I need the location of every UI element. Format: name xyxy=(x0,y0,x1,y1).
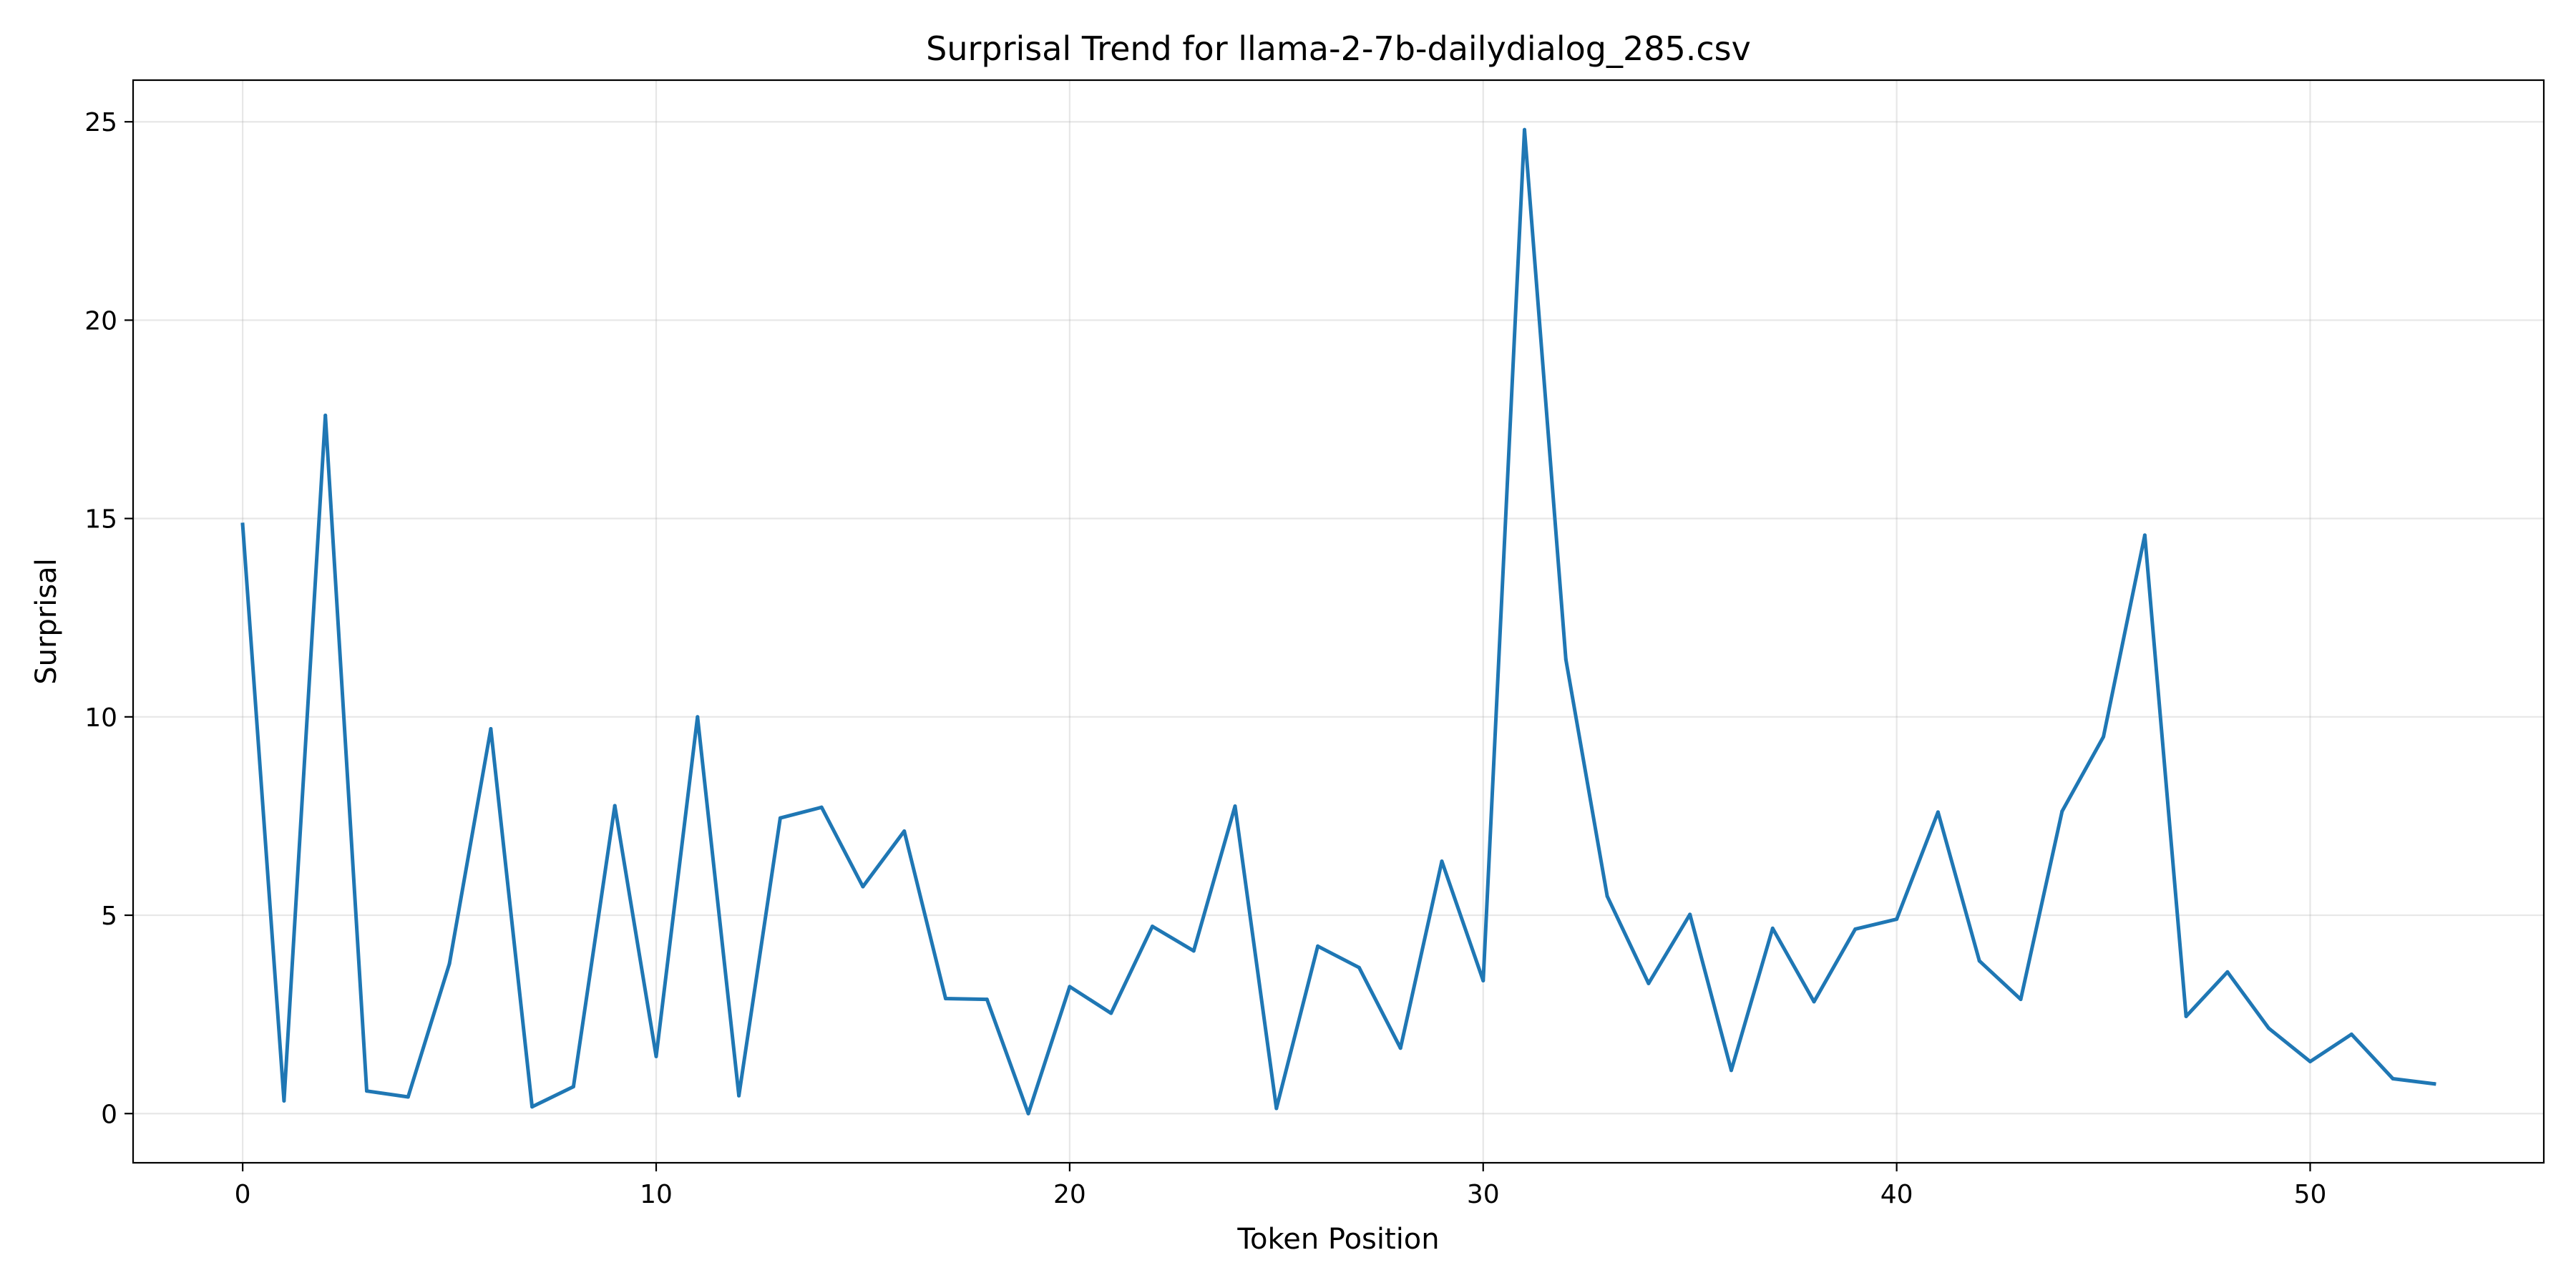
data-point xyxy=(1233,804,1237,809)
x-tick-label: 20 xyxy=(1053,1180,1086,1209)
data-point xyxy=(530,1105,535,1109)
data-point xyxy=(2267,1026,2271,1030)
data-point xyxy=(1109,1011,1113,1015)
data-point xyxy=(1853,927,1858,931)
data-point xyxy=(1812,1000,1816,1004)
data-point xyxy=(696,715,700,719)
data-point xyxy=(944,996,948,1000)
data-point xyxy=(1523,127,1527,132)
data-point xyxy=(654,1054,658,1058)
y-tick-label: 10 xyxy=(84,703,117,733)
data-point xyxy=(1274,1106,1279,1111)
data-point xyxy=(2019,997,2023,1002)
data-point xyxy=(2184,1014,2188,1018)
data-point xyxy=(282,1099,286,1103)
x-axis-label: Token Position xyxy=(1236,1223,1439,1256)
y-tick-label: 0 xyxy=(101,1100,117,1129)
data-point xyxy=(489,726,493,731)
y-tick-label: 20 xyxy=(84,306,117,336)
data-point xyxy=(1316,944,1320,948)
data-point xyxy=(2432,1082,2436,1086)
tick-layer: 0 10 20 30 40 50 0 5 10 15 20 25 xyxy=(84,108,2326,1209)
data-point xyxy=(364,1089,369,1093)
data-point xyxy=(1646,981,1651,985)
data-point xyxy=(2225,970,2230,974)
data-point xyxy=(2391,1076,2395,1080)
x-tick-label: 10 xyxy=(640,1180,673,1209)
data-point xyxy=(2102,735,2106,739)
x-tick-label: 30 xyxy=(1467,1180,1500,1209)
data-point xyxy=(240,522,245,527)
data-point xyxy=(406,1095,410,1099)
data-point xyxy=(1605,894,1609,898)
x-tick-label: 40 xyxy=(1880,1180,1913,1209)
data-point xyxy=(447,962,452,966)
data-point xyxy=(1936,810,1940,814)
data-point xyxy=(2308,1060,2313,1064)
data-point xyxy=(1770,926,1775,930)
data-point xyxy=(1440,859,1444,864)
surprisal-series-line xyxy=(240,127,2436,1116)
data-point xyxy=(1026,1111,1030,1116)
data-point xyxy=(1977,959,1981,963)
y-tick-label: 15 xyxy=(84,505,117,535)
chart-title: Surprisal Trend for llama-2-7b-dailydial… xyxy=(926,29,1751,68)
data-point xyxy=(2142,533,2147,537)
y-axis-label: Surprisal xyxy=(30,558,63,685)
data-point xyxy=(861,884,865,889)
data-point xyxy=(1398,1046,1402,1050)
x-tick-label: 0 xyxy=(235,1180,251,1209)
data-point xyxy=(2349,1032,2353,1036)
x-tick-label: 50 xyxy=(2294,1180,2327,1209)
data-point xyxy=(819,805,824,809)
series-layer xyxy=(240,127,2436,1116)
data-point xyxy=(1563,657,1568,661)
data-point xyxy=(2060,809,2064,814)
plot-frame xyxy=(132,79,2545,1164)
y-tick-label: 5 xyxy=(101,902,117,931)
data-point xyxy=(323,413,328,417)
data-point xyxy=(985,997,989,1002)
data-point xyxy=(1357,965,1361,970)
data-point xyxy=(902,829,907,834)
data-point xyxy=(571,1085,575,1089)
data-point xyxy=(778,816,782,820)
grid-layer xyxy=(133,80,2544,1163)
y-tick-label: 25 xyxy=(84,108,117,137)
data-point xyxy=(1191,949,1196,953)
data-point xyxy=(1481,979,1485,983)
data-point xyxy=(613,804,617,808)
data-point xyxy=(1895,917,1899,922)
data-point xyxy=(1068,985,1072,989)
data-point xyxy=(1150,924,1154,929)
data-point xyxy=(1688,912,1692,917)
data-point xyxy=(737,1093,741,1098)
data-point xyxy=(1729,1068,1733,1073)
